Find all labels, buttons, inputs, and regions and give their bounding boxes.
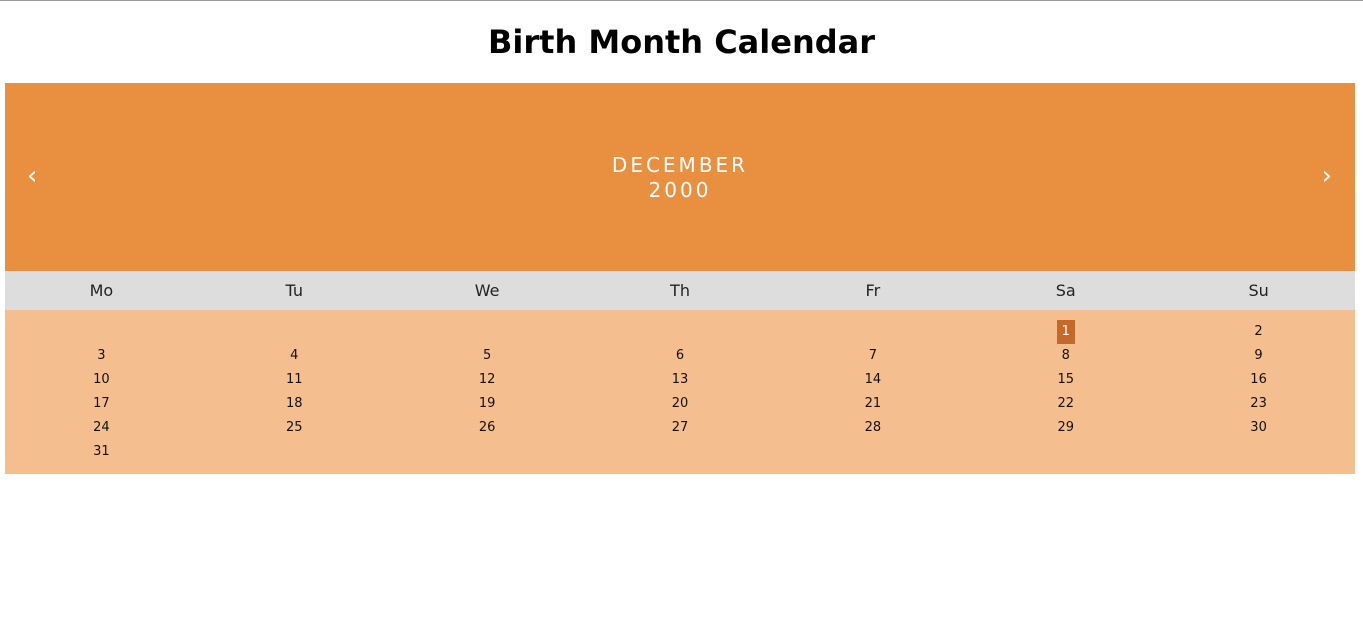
day-number: 27	[671, 420, 689, 435]
day-number: 7	[868, 348, 877, 363]
day-number: 4	[290, 348, 299, 363]
day-cell[interactable]: 22	[969, 392, 1162, 416]
weekday-label: Fr	[865, 281, 881, 300]
day-number: 28	[864, 420, 882, 435]
day-cell[interactable]: 7	[776, 344, 969, 368]
day-cell[interactable]: 30	[1162, 416, 1355, 440]
day-number: 30	[1250, 420, 1267, 435]
day-cell[interactable]: 8	[969, 344, 1162, 368]
day-cell[interactable]: 13	[584, 368, 777, 392]
day-number: 24	[93, 420, 110, 435]
day-cell[interactable]: 15	[969, 368, 1162, 392]
day-number: 17	[93, 396, 110, 411]
day-cell[interactable]: 2	[1162, 320, 1355, 344]
day-number: 26	[478, 420, 496, 435]
day-number: 8	[1061, 348, 1070, 363]
day-number: 13	[671, 372, 689, 387]
day-cell-empty	[5, 320, 198, 344]
weekday-label: Su	[1248, 281, 1269, 300]
day-cell[interactable]: 23	[1162, 392, 1355, 416]
day-cell[interactable]: 29	[969, 416, 1162, 440]
weekday-label: Tu	[285, 281, 304, 300]
day-number: 9	[1254, 348, 1263, 363]
day-cell[interactable]: 27	[584, 416, 777, 440]
day-cell[interactable]: 20	[584, 392, 777, 416]
day-cell[interactable]: 24	[5, 416, 198, 440]
day-cell[interactable]: 11	[198, 368, 391, 392]
month-name: DECEMBER	[611, 153, 749, 177]
top-border	[0, 0, 1363, 1]
day-number: 31	[93, 444, 110, 459]
day-cell[interactable]: 5	[391, 344, 584, 368]
day-number: 25	[286, 420, 303, 435]
day-cell[interactable]: 16	[1162, 368, 1355, 392]
day-number: 29	[1057, 420, 1074, 435]
day-cell[interactable]: 4	[198, 344, 391, 368]
day-cell[interactable]: 3	[5, 344, 198, 368]
days-grid: 1 2 3 4 5 6 7 8 9 10 11 12 13 14 15 16 17 18 19 20 21 22 23 24 2…	[5, 310, 1355, 474]
day-number: 12	[478, 372, 496, 387]
day-cell[interactable]: 28	[776, 416, 969, 440]
day-number: 22	[1057, 396, 1074, 411]
chevron-right-icon[interactable]: ›	[1321, 161, 1332, 191]
day-number: 20	[671, 396, 689, 411]
day-cell[interactable]: 12	[391, 368, 584, 392]
day-cell-empty	[198, 320, 391, 344]
day-cell[interactable]: 21	[776, 392, 969, 416]
day-number: 2	[1254, 324, 1263, 339]
day-number: 10	[93, 372, 110, 387]
day-number: 18	[286, 396, 303, 411]
day-number: 3	[97, 348, 106, 363]
month-year-label: DECEMBER 2000	[5, 153, 1355, 203]
day-cell[interactable]: 9	[1162, 344, 1355, 368]
month-header: ‹ DECEMBER 2000 ›	[5, 83, 1355, 271]
day-number: 16	[1250, 372, 1267, 387]
year-label: 2000	[648, 178, 712, 202]
day-number: 23	[1250, 396, 1267, 411]
day-cell[interactable]: 17	[5, 392, 198, 416]
day-number: 1	[1056, 320, 1075, 344]
day-number: 6	[675, 348, 685, 363]
day-number: 21	[864, 396, 882, 411]
day-number: 11	[286, 372, 303, 387]
weekday-label: Sa	[1055, 281, 1076, 300]
day-cell-empty	[391, 320, 584, 344]
day-number: 14	[864, 372, 882, 387]
day-cell-selected[interactable]: 1	[969, 320, 1162, 344]
day-cell[interactable]: 26	[391, 416, 584, 440]
weekday-header-row: Mo Tu We Th Fr Sa Su	[5, 271, 1355, 310]
day-cell[interactable]: 25	[198, 416, 391, 440]
page-title: Birth Month Calendar	[488, 23, 875, 61]
chevron-left-icon[interactable]: ‹	[27, 161, 38, 191]
weekday-label: Mo	[89, 281, 114, 300]
day-cell[interactable]: 10	[5, 368, 198, 392]
day-number: 19	[478, 396, 496, 411]
day-cell[interactable]: 31	[5, 440, 198, 464]
weekday-label: Th	[670, 281, 690, 300]
day-cell-empty	[584, 320, 777, 344]
day-number: 5	[482, 348, 492, 363]
day-cell[interactable]: 19	[391, 392, 584, 416]
day-cell[interactable]: 14	[776, 368, 969, 392]
weekday-label: We	[474, 281, 500, 300]
day-number: 15	[1057, 372, 1074, 387]
day-cell[interactable]: 6	[584, 344, 777, 368]
day-cell-empty	[776, 320, 969, 344]
day-cell[interactable]: 18	[198, 392, 391, 416]
